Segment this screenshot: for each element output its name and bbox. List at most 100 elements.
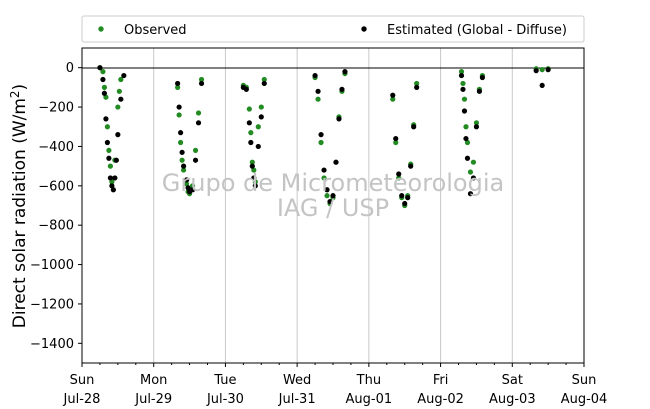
observed-point — [176, 112, 182, 118]
estimated-point — [249, 163, 255, 169]
data-points — [97, 65, 551, 209]
estimated-point — [402, 200, 408, 207]
estimated-point — [405, 195, 411, 201]
y-axis-title-close: ) — [10, 84, 30, 91]
estimated-point — [479, 74, 486, 81]
observed-point — [258, 104, 264, 110]
legend-label-estimated: Estimated (Global - Diffuse) — [387, 23, 567, 38]
y-tick-label: 0 — [66, 61, 74, 76]
estimated-point — [189, 187, 196, 193]
watermark-line-1: Grupo de Micrometeorologia — [162, 169, 504, 197]
observed-point — [458, 69, 465, 75]
observed-point — [101, 84, 108, 90]
estimated-point — [473, 124, 480, 130]
observed-point — [183, 181, 190, 187]
x-tick-label-day: Mon — [140, 373, 167, 388]
estimated-point — [411, 124, 417, 130]
estimated-point — [97, 65, 103, 71]
legend: Observed Estimated (Global - Diffuse) — [81, 15, 585, 43]
observed-point — [180, 167, 187, 173]
estimated-point — [312, 72, 318, 79]
observed-point — [321, 175, 327, 181]
x-tick-label-date: Jul-31 — [278, 392, 316, 407]
x-tick-label-day: Fri — [433, 373, 449, 388]
estimated-point — [113, 157, 119, 163]
legend-marker-observed — [98, 26, 104, 32]
y-tick-label: −1000 — [30, 258, 74, 273]
x-tick-label-date: Aug-02 — [417, 392, 464, 407]
observed-point — [178, 139, 184, 146]
observed-point — [473, 120, 480, 126]
y-tick-label: −600 — [38, 179, 74, 194]
observed-point — [246, 106, 252, 112]
estimated-point — [243, 86, 249, 92]
observed-point — [318, 139, 324, 146]
observed-point — [198, 76, 205, 83]
estimated-point — [192, 157, 199, 163]
estimated-point — [408, 163, 414, 169]
observed-point — [189, 183, 196, 189]
estimated-point — [175, 80, 181, 87]
estimated-point — [179, 149, 185, 155]
legend-box — [81, 15, 585, 43]
observed-point — [463, 124, 469, 130]
estimated-point — [252, 183, 258, 189]
estimated-point — [461, 108, 468, 114]
estimated-point — [195, 120, 202, 126]
estimated-point — [315, 88, 321, 94]
estimated-point — [390, 92, 396, 98]
observed-point — [179, 157, 185, 163]
x-tick-label-day: Sun — [572, 373, 597, 388]
observed-point — [470, 159, 477, 165]
legend-marker-estimated — [361, 26, 367, 32]
estimated-point — [121, 72, 127, 79]
estimated-point — [103, 116, 109, 122]
estimated-point — [464, 155, 471, 161]
estimated-point — [321, 167, 327, 173]
y-axis-title-text: Direct solar radiation (W/m — [10, 98, 30, 328]
estimated-point — [255, 143, 261, 150]
x-tick-label-day: Tue — [213, 373, 236, 388]
estimated-point — [185, 185, 191, 191]
x-tick-label-date: Jul-29 — [134, 392, 172, 407]
estimated-point — [112, 175, 118, 181]
estimated-point — [463, 135, 469, 142]
estimated-point — [339, 86, 345, 92]
y-axis: 0 −200 −400 −600 −800 −1000 −1200 −1400 — [30, 61, 82, 352]
estimated-point — [458, 72, 465, 79]
observed-point — [464, 139, 471, 146]
estimated-point — [109, 183, 115, 189]
estimated-point — [333, 159, 339, 165]
estimated-point — [107, 175, 113, 181]
x-tick-label-date: Aug-03 — [489, 392, 536, 407]
observed-point — [195, 110, 202, 116]
estimated-point — [318, 132, 324, 138]
estimated-point — [180, 163, 187, 169]
observed-point — [324, 193, 330, 199]
observed-point — [251, 167, 257, 173]
x-tick-label-date: Jul-28 — [63, 392, 101, 407]
estimated-point — [414, 84, 420, 90]
estimated-point — [393, 135, 399, 142]
x-tick-label-date: Jul-30 — [206, 392, 244, 407]
observed-point — [261, 76, 267, 83]
estimated-point — [327, 198, 333, 205]
estimated-point — [330, 193, 336, 199]
observed-point — [460, 80, 466, 87]
estimated-point — [470, 175, 477, 181]
y-tick-label: −400 — [38, 140, 74, 155]
y-tick-label: −1200 — [30, 297, 74, 312]
estimated-point — [198, 80, 205, 87]
observed-point — [109, 179, 115, 185]
x-tick-label-date: Aug-01 — [346, 392, 393, 407]
estimated-point — [467, 191, 474, 197]
estimated-point — [336, 116, 342, 122]
observed-point — [100, 69, 106, 75]
estimated-point — [476, 88, 483, 94]
x-tick-label-date: Aug-04 — [561, 392, 608, 407]
estimated-point — [248, 139, 254, 146]
x-axis: Sun Jul-28 Mon Jul-29 Tue Jul-30 Wed Jul-31 Thu A… — [63, 363, 608, 407]
x-tick-label-day: Thu — [356, 373, 381, 388]
estimated-point — [176, 104, 182, 110]
